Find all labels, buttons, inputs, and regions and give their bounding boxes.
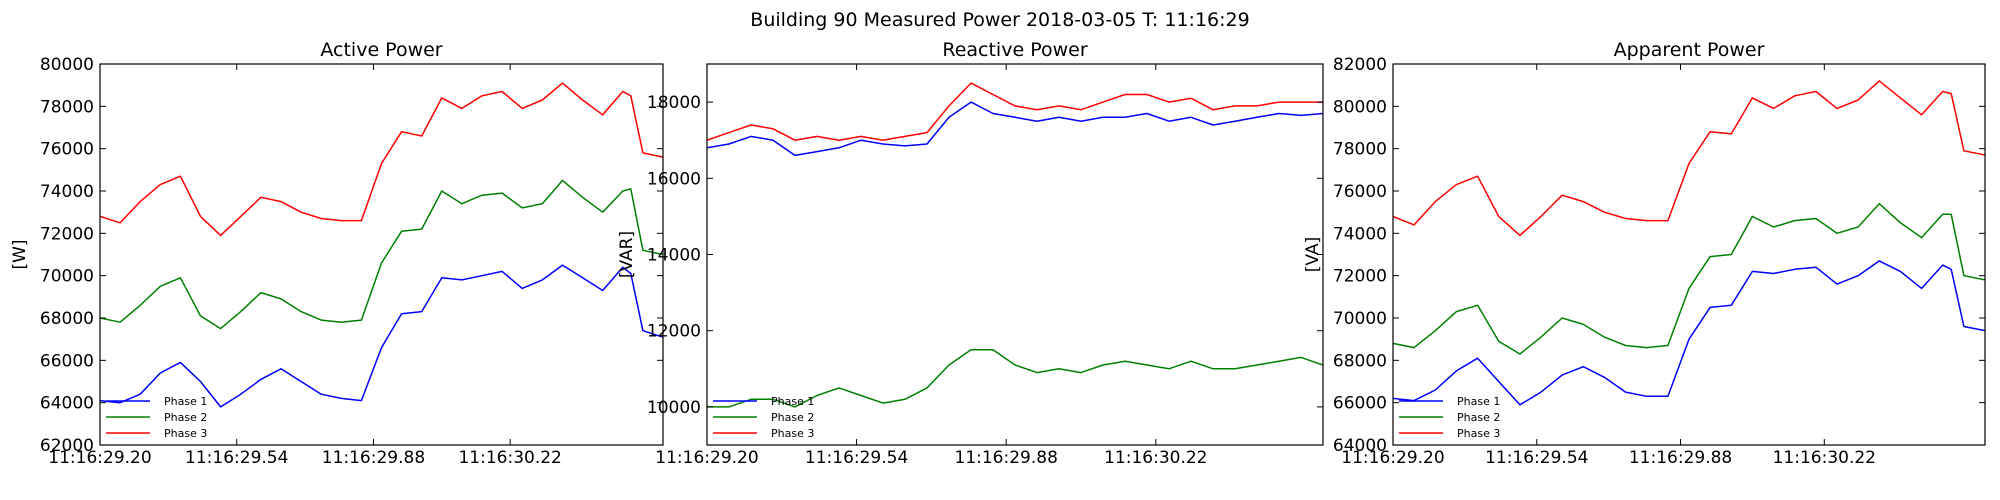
- chart-panel-3: Apparent Power [VA] 64000 66000 68000 70000 72…: [1303, 39, 1986, 468]
- series-line-phase-1: [100, 264, 663, 408]
- y-tick-label: 70000: [1333, 309, 1387, 329]
- x-tick-label: 11:16:29.88: [1629, 448, 1732, 468]
- y-tick-label: 72000: [1333, 267, 1387, 287]
- x-tick-label: 11:16:29.88: [322, 448, 425, 468]
- chart-panel-2: Reactive Power [VAR] 10000 12000 14000 16000 1…: [617, 39, 1324, 468]
- y-tick-label: 14000: [647, 246, 701, 266]
- y-tick-label: 72000: [40, 224, 94, 244]
- y-tick-label: 70000: [40, 267, 94, 287]
- y-tick-label: 16000: [647, 169, 701, 189]
- chart-title: Reactive Power: [942, 39, 1087, 61]
- chart-title: Active Power: [320, 39, 442, 61]
- x-tick-label: 11:16:29.20: [48, 448, 151, 468]
- x-tick-label: 11:16:29.20: [655, 448, 758, 468]
- x-tick-label: 11:16:30.22: [1104, 448, 1207, 468]
- x-tick-label: 11:16:29.54: [805, 448, 908, 468]
- legend-label-phase-2: Phase 2: [771, 411, 814, 424]
- series-line-phase-2: [707, 349, 1323, 408]
- x-tick-label: 11:16:29.54: [185, 448, 288, 468]
- y-tick-label: 68000: [1333, 351, 1387, 371]
- chart-panel-1: Active Power [W] 62000 64000 66000 68000 70000…: [10, 39, 664, 468]
- series-line-phase-3: [100, 82, 663, 237]
- legend-label-phase-1: Phase 1: [1457, 395, 1500, 408]
- y-tick-label: 76000: [40, 140, 94, 160]
- y-tick-label: 82000: [1333, 55, 1387, 75]
- y-tick-label: 66000: [1333, 394, 1387, 414]
- y-tick-label: 80000: [1333, 97, 1387, 117]
- legend-label-phase-1: Phase 1: [164, 395, 207, 408]
- y-axis-label: [VAR]: [617, 231, 637, 278]
- plot-frame: [706, 63, 1324, 446]
- y-tick-label: 74000: [1333, 224, 1387, 244]
- series-line-phase-3: [1393, 80, 1985, 237]
- y-tick-label: 78000: [1333, 140, 1387, 160]
- y-tick-label: 74000: [40, 182, 94, 202]
- legend-label-phase-2: Phase 2: [164, 411, 207, 424]
- legend-label-phase-2: Phase 2: [1457, 411, 1500, 424]
- series-line-phase-2: [1393, 202, 1985, 355]
- y-tick-label: 78000: [40, 97, 94, 117]
- legend-label-phase-3: Phase 3: [164, 427, 207, 440]
- plot-frame: [99, 63, 664, 446]
- y-tick-label: 68000: [40, 309, 94, 329]
- y-tick-label: 10000: [647, 398, 701, 418]
- x-tick-label: 11:16:30.22: [458, 448, 561, 468]
- x-tick-label: 11:16:29.88: [955, 448, 1058, 468]
- y-tick-label: 64000: [1333, 436, 1387, 456]
- y-tick-label: 12000: [647, 322, 701, 342]
- chart-title: Apparent Power: [1614, 39, 1765, 61]
- plot-frame: [1392, 63, 1986, 446]
- series-line-phase-1: [1393, 260, 1985, 406]
- y-tick-label: 64000: [40, 394, 94, 414]
- y-tick-label: 62000: [40, 436, 94, 456]
- x-tick-label: 11:16:30.22: [1773, 448, 1876, 468]
- series-line-phase-3: [707, 82, 1323, 141]
- x-tick-label: 11:16:29.54: [1485, 448, 1588, 468]
- y-tick-label: 76000: [1333, 182, 1387, 202]
- series-line-phase-2: [100, 179, 663, 330]
- y-axis-label: [VA]: [1303, 237, 1323, 272]
- legend-label-phase-3: Phase 3: [771, 427, 814, 440]
- x-tick-label: 11:16:29.20: [1341, 448, 1444, 468]
- figure-title: Building 90 Measured Power 2018-03-05 T:…: [750, 9, 1249, 31]
- y-tick-label: 66000: [40, 351, 94, 371]
- y-axis-label: [W]: [10, 239, 30, 269]
- y-tick-label: 18000: [647, 93, 701, 113]
- y-tick-label: 80000: [40, 55, 94, 75]
- series-line-phase-1: [707, 101, 1323, 157]
- legend-label-phase-1: Phase 1: [771, 395, 814, 408]
- legend-label-phase-3: Phase 3: [1457, 427, 1500, 440]
